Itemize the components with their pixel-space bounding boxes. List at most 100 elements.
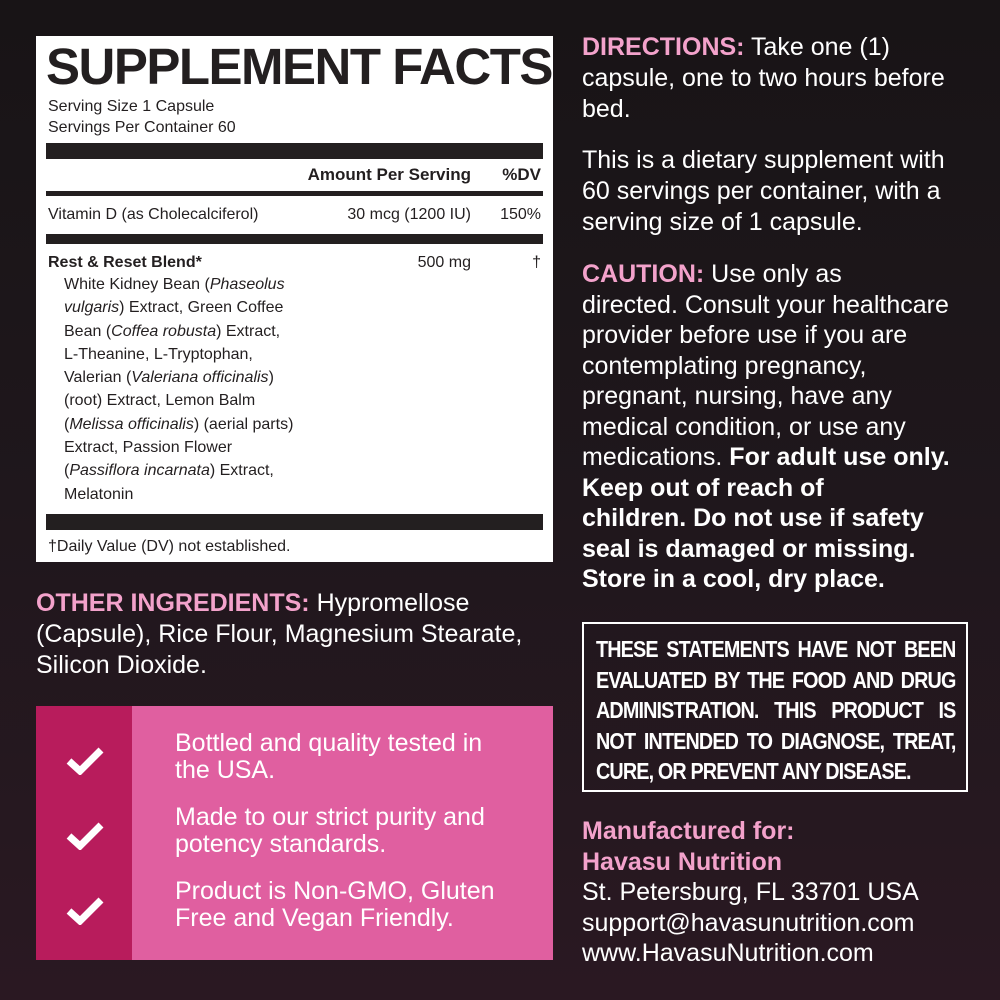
caution-line: contemplating pregnancy, xyxy=(582,351,982,382)
disclaimer-line: CURE, OR PREVENT ANY DISEASE. xyxy=(596,758,912,784)
ingredient-line: vulgaris) Extract, Green Coffee xyxy=(64,296,543,319)
ingredient-text: ( xyxy=(64,415,70,433)
caution-text: Store in a cool, dry place. xyxy=(582,565,885,593)
caution-text: pregnant, nursing, have any xyxy=(582,382,892,410)
dv-header: %DV xyxy=(502,165,541,184)
ingredient-text: ) xyxy=(268,369,274,387)
ingredient-line: Valerian (Valeriana officinalis) xyxy=(64,366,543,389)
vitamin-d-row: Vitamin D (as Cholecalciferol) 30 mcg (1… xyxy=(46,196,543,234)
disclaimer-line: THESE STATEMENTS HAVE NOT BEEN xyxy=(596,636,956,662)
manufacturer-email: support@havasunutrition.com xyxy=(582,908,915,937)
text-line: serving size of 1 capsule. xyxy=(582,208,863,236)
feature-text: potency standards. xyxy=(175,830,387,858)
caution-line: Store in a cool, dry place. xyxy=(582,564,982,595)
caution-line: pregnant, nursing, have any xyxy=(582,381,982,412)
amount-header: Amount Per Serving xyxy=(307,165,471,184)
features-list: Bottled and quality tested in the USA. Mad… xyxy=(132,706,495,960)
feature-item: Product is Non-GMO, Gluten Free and Vegan… xyxy=(175,878,495,932)
caution-line: directed. Consult your healthcare xyxy=(582,290,982,321)
ingredient-line: Melatonin xyxy=(64,483,543,506)
directions-label: DIRECTIONS: xyxy=(582,33,745,61)
features-box: Bottled and quality tested in the USA. Mad… xyxy=(36,706,553,960)
ingredient-line: (Passiflora incarnata) Extract, xyxy=(64,459,543,482)
ingredient-line: (Melissa officinalis) (aerial parts) xyxy=(64,413,543,436)
facts-title: SUPPLEMENT FACTS xyxy=(46,38,553,95)
ingredient-line: (root) Extract, Lemon Balm xyxy=(64,389,543,412)
checkmark-icon xyxy=(66,822,104,850)
ingredient-text: White Kidney Bean ( xyxy=(64,276,210,293)
feature-text: Made to our strict purity and xyxy=(175,803,485,831)
caution-text: contemplating pregnancy, xyxy=(582,351,867,380)
ingredient-text: vulgaris xyxy=(64,299,120,317)
supplement-facts-panel: SUPPLEMENT FACTS Serving Size 1 Capsule … xyxy=(36,36,553,562)
feature-item: Bottled and quality tested in the USA. xyxy=(175,730,495,784)
divider xyxy=(46,143,543,159)
text-line: (Capsule), Rice Flour, Magnesium Stearat… xyxy=(36,620,523,648)
text-line: capsule, one to two hours before xyxy=(582,64,945,92)
checkmark-icon xyxy=(66,897,104,925)
nutrient-name: Vitamin D (as Cholecalciferol) xyxy=(48,206,259,223)
blend-amount: 500 mg xyxy=(417,254,471,271)
feature-text: Free and Vegan Friendly. xyxy=(175,904,454,932)
ingredient-text: ) Extract, xyxy=(216,322,281,340)
caution-text: seal is damaged or missing. xyxy=(582,534,916,563)
caution-text: Keep out of reach of xyxy=(582,473,824,502)
ingredient-text: Valerian ( xyxy=(64,369,132,387)
divider xyxy=(46,191,543,196)
manufacturer-info: Manufactured for: Havasu Nutrition St. P… xyxy=(582,816,982,969)
fda-disclaimer: THESE STATEMENTS HAVE NOT BEEN EVALUATED … xyxy=(582,622,968,792)
caution-text: directed. Consult your healthcare xyxy=(582,290,949,319)
manufacturer-name: Havasu Nutrition xyxy=(582,847,783,876)
nutrient-amount: 30 mcg (1200 IU) xyxy=(347,206,471,223)
footnote: †Daily Value (DV) not established. xyxy=(48,537,291,555)
ingredient-line: L-Theanine, L-Tryptophan, xyxy=(64,343,543,366)
caution-text: For adult use only. xyxy=(729,443,950,471)
text-line: bed. xyxy=(582,95,631,123)
other-ingredients: OTHER INGREDIENTS: Hypromellose (Capsule… xyxy=(36,588,522,681)
caution-label: CAUTION: xyxy=(582,260,705,288)
caution-text: medical condition, or use any xyxy=(582,412,906,441)
blend-row: Rest & Reset Blend* 500 mg † xyxy=(46,244,543,275)
feature-text: the USA. xyxy=(175,756,276,784)
ingredient-text: Passiflora incarnata xyxy=(69,462,210,480)
directions: DIRECTIONS: Take one (1) capsule, one to… xyxy=(582,32,982,125)
blend-ingredients: White Kidney Bean (Phaseolus vulgaris) Ex… xyxy=(46,273,543,506)
text-line: 60 servings per container, with a xyxy=(582,177,941,205)
manufacturer-website: www.HavasuNutrition.com xyxy=(582,939,874,967)
ingredient-text: ) Extract, xyxy=(209,462,274,480)
caution-line: Keep out of reach of xyxy=(582,473,982,504)
ingredient-text: (root) Extract, Lemon Balm xyxy=(64,392,256,410)
ingredient-text: Extract, Passion Flower xyxy=(64,439,233,457)
blend-name: Rest & Reset Blend* xyxy=(48,254,202,271)
caution-text: children. Do not use if safety xyxy=(582,504,924,532)
feature-item: Made to our strict purity and potency sta… xyxy=(175,804,495,858)
caution-text: medications. xyxy=(582,443,730,471)
feature-text: Bottled and quality tested in xyxy=(175,729,483,757)
text-line: Hypromellose xyxy=(309,589,470,617)
caution-line: medications. For adult use only. xyxy=(582,442,982,473)
caution-line: medical condition, or use any xyxy=(582,412,982,443)
manufacturer-label: Manufactured for: xyxy=(582,817,795,845)
ingredient-text: Phaseolus xyxy=(209,276,285,293)
ingredient-text: ) Extract, Green Coffee xyxy=(119,299,284,317)
dietary-statement: This is a dietary supplement with 60 ser… xyxy=(582,145,982,238)
disclaimer-line: NOT INTENDED TO DIAGNOSE, TREAT, xyxy=(596,727,956,754)
text-line: Silicon Dioxide. xyxy=(36,651,207,679)
facts-header-row: Amount Per Serving %DV xyxy=(46,159,543,191)
ingredient-text: L-Theanine, L-Tryptophan, xyxy=(64,345,253,363)
disclaimer-line: EVALUATED BY THE FOOD AND DRUG xyxy=(596,666,956,693)
ingredient-line: Bean (Coffea robusta) Extract, xyxy=(64,320,543,343)
caution-text: provider before use if you are xyxy=(582,321,908,349)
nutrient-dv: 150% xyxy=(500,206,541,223)
divider xyxy=(46,513,543,530)
divider xyxy=(46,234,543,244)
caution: CAUTION: Use only as directed. Consult yo… xyxy=(582,259,982,595)
ingredient-text: ( xyxy=(64,462,70,480)
caution-line: provider before use if you are xyxy=(582,320,982,351)
caution-line: children. Do not use if safety xyxy=(582,503,982,534)
other-ingredients-label: OTHER INGREDIENTS: xyxy=(36,589,310,617)
feature-text: Product is Non-GMO, Gluten xyxy=(175,877,495,905)
blend-dv: † xyxy=(532,254,541,271)
disclaimer-line: ADMINISTRATION. THIS PRODUCT IS xyxy=(596,697,956,723)
serving-size: Serving Size 1 Capsule xyxy=(48,98,215,115)
